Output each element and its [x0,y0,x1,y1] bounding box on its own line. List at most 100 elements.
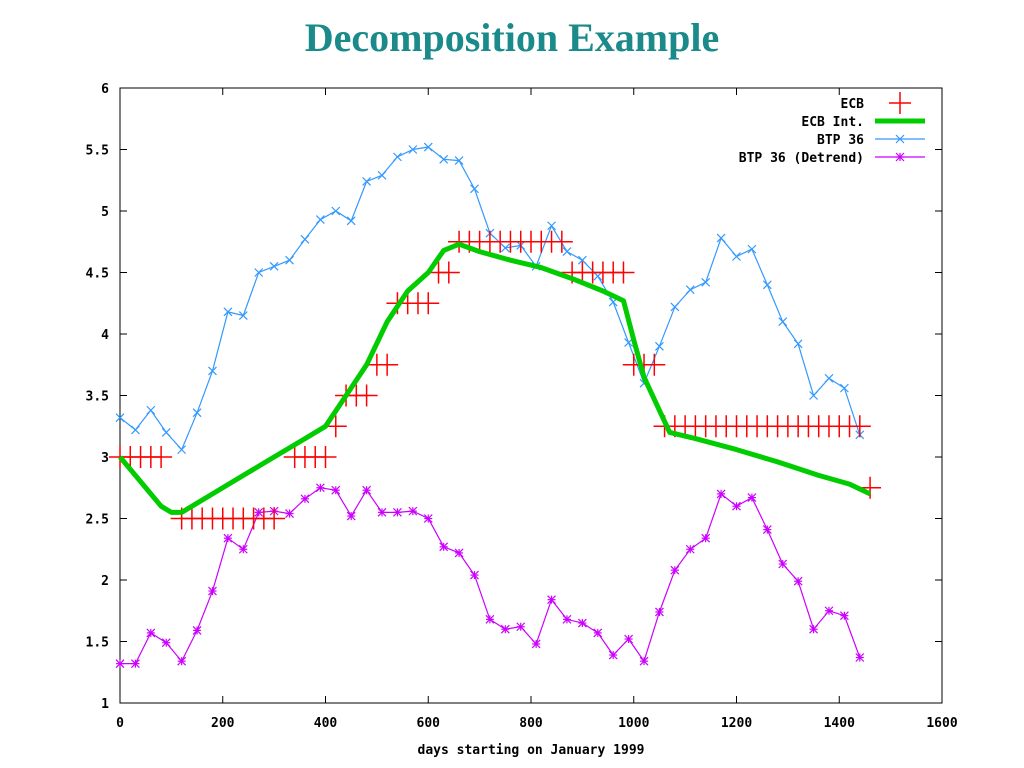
data-point [839,611,849,621]
data-point [485,614,495,624]
data-point [562,247,572,257]
data-point [612,261,635,284]
data-point [223,307,233,317]
data-point [346,216,356,226]
x-tick-label: 200 [211,716,235,731]
data-point [778,317,788,327]
data-point [732,252,741,261]
data-point [531,639,541,649]
data-point [701,277,711,287]
data-point [670,565,680,575]
data-point [285,255,294,265]
data-point [192,408,202,418]
data-point [639,656,649,666]
series-btp-36-detrend [115,483,865,669]
data-point [793,576,803,586]
data-point [300,234,310,244]
axis-ticks: 0 200 400 600 800 1000 1200 1400 1600 1 1.5 2 2.5 3 3.… [86,82,958,731]
data-point [269,261,279,271]
data-point [314,446,337,468]
legend-item-btp-36: BTP 36 [817,133,925,148]
data-point [839,383,849,393]
data-point [300,494,310,504]
data-point [809,624,818,634]
series-ecb-int [118,241,872,515]
data-point [655,607,664,617]
legend-item-ecb-int: ECB Int. [801,115,925,130]
data-point [624,634,634,644]
data-point [208,586,217,596]
data-point [809,391,818,400]
data-point [848,415,871,438]
series-line [118,241,872,515]
data-point [376,353,399,376]
data-point [685,285,695,295]
data-point [701,533,711,543]
data-point [346,511,356,521]
legend-swatch [875,134,925,144]
data-point [793,339,803,349]
x-tick-label: 1200 [721,716,752,731]
data-point [146,628,156,638]
data-point [824,373,834,383]
data-point [608,650,618,660]
legend-label: ECB [841,97,865,112]
data-point [762,525,772,534]
data-point [670,302,680,312]
x-tick-label: 1400 [824,716,855,731]
data-point [417,292,440,315]
data-point [315,483,325,493]
data-point [732,501,741,511]
x-tick-label: 1000 [618,716,649,731]
y-tick-label: 1 [101,697,109,712]
data-point [130,425,140,435]
legend: ECB ECB Int. BTP 36 BTP 36 (Detrend) [739,92,925,166]
data-point [115,413,125,423]
data-point [439,542,449,552]
plot-frame [119,87,943,704]
series-btp-36 [115,142,865,455]
data-point [470,184,479,194]
legend-label: ECB Int. [801,115,864,130]
legend-swatch [889,92,911,114]
data-point [285,509,294,519]
data-point [500,624,510,634]
data-point [747,244,757,254]
x-tick-label: 800 [519,716,543,731]
data-point [331,206,341,216]
data-point [470,570,479,580]
data-point [762,280,772,290]
data-point [824,606,834,616]
data-point [577,618,587,628]
data-point [331,485,341,495]
data-point [177,445,187,455]
y-tick-label: 4.5 [86,267,109,282]
data-point [315,215,325,225]
data-point [161,638,171,648]
legend-item-btp-36-detrend: BTP 36 (Detrend) [739,151,925,166]
data-point [362,485,372,495]
y-tick-label: 2.5 [86,513,109,528]
x-tick-label: 600 [417,716,441,731]
x-axis-label: days starting on January 1999 [418,743,645,758]
data-point [500,243,510,253]
legend-item-ecb: ECB [841,92,911,114]
data-point [130,659,140,669]
data-point [208,366,217,376]
data-point [192,626,202,635]
data-point [439,154,449,164]
series-line [119,146,861,451]
data-point [254,268,264,277]
legend-label: BTP 36 [817,133,864,148]
data-point [550,230,573,253]
y-tick-label: 3.5 [86,390,109,405]
data-point [716,489,726,499]
data-point [547,221,556,231]
data-point [408,506,418,516]
data-point [593,628,603,638]
x-tick-label: 1600 [926,716,957,731]
slide-title: Decomposition Example [304,15,720,60]
data-point [423,142,433,152]
series-line [120,487,861,665]
